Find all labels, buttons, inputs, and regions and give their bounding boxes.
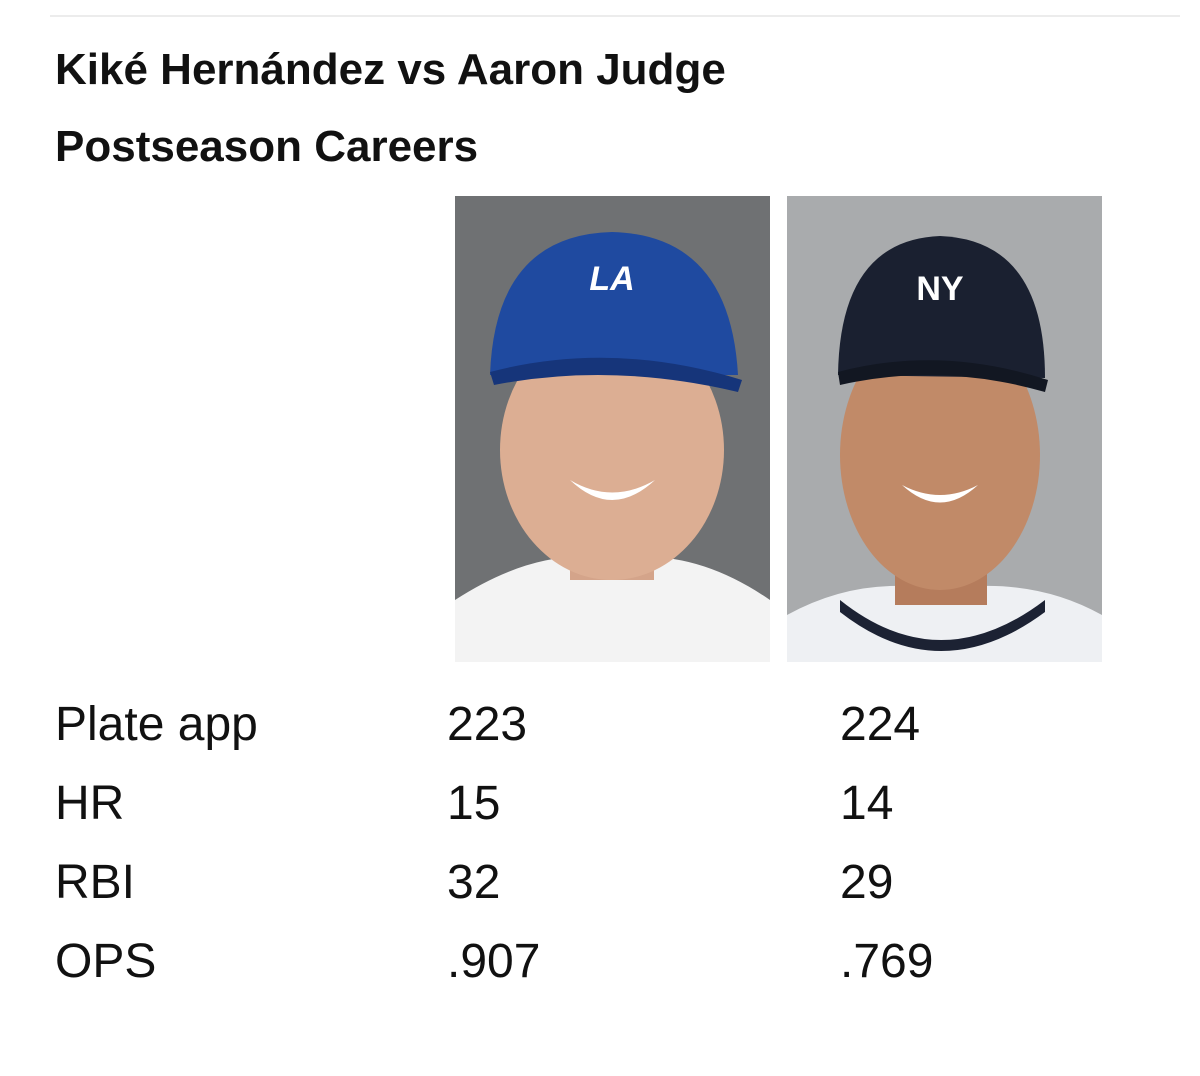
stat-value: 223: [447, 698, 527, 751]
cap-logo: NY: [916, 270, 964, 308]
stat-label: HR: [55, 777, 124, 830]
stat-value: 32: [447, 856, 500, 909]
stat-label: OPS: [55, 935, 156, 988]
title-line: Kiké Hernández vs Aaron Judge: [55, 45, 726, 94]
stat-value: .769: [840, 935, 933, 988]
stat-value: 15: [447, 777, 500, 830]
stats-table: Plate app 223 224 HR 15 14 RBI 32 29 OPS .907 .769: [55, 698, 933, 988]
stat-value: .907: [447, 935, 540, 988]
title-line: Postseason Careers: [55, 122, 478, 171]
player-photo: NY: [787, 196, 1102, 662]
stat-label: Plate app: [55, 698, 258, 751]
stat-value: 14: [840, 777, 893, 830]
player-photo: LA: [455, 196, 770, 662]
cap-logo: LA: [589, 260, 634, 298]
stat-value: 29: [840, 856, 893, 909]
stat-value: 224: [840, 698, 920, 751]
stat-label: RBI: [55, 856, 135, 909]
